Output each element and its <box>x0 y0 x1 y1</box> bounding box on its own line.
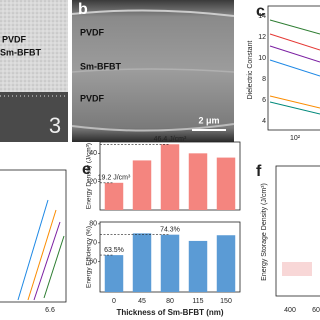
image-label: PVDF <box>80 93 105 103</box>
y-tick-label: 40 <box>89 150 97 157</box>
bar <box>132 160 152 210</box>
panel-b: b PVDF Sm-BFBT PVDF 2 μm <box>71 0 235 142</box>
y-tick-label: 70 <box>89 240 97 247</box>
value-label: 63.5% <box>104 247 124 254</box>
image-label: PVDF <box>80 27 105 37</box>
panel-letter: c <box>256 3 265 20</box>
scale-bar-label: 2 μm <box>198 115 219 125</box>
panel-a: PVDF Sm-BFBT 3 <box>0 0 68 142</box>
bar <box>160 234 180 292</box>
panel-f: f Energy Storage Density (J/cm³) 400 60 <box>256 163 320 314</box>
axis-title: Dielectric Constant <box>247 41 254 100</box>
y-tick-label: 6 <box>262 97 266 104</box>
x-tick-label: 10² <box>290 135 301 142</box>
axis-title: Energy Efficiency (%) <box>86 226 93 288</box>
axis-title: Energy Density (J/cm³) <box>86 143 93 209</box>
bar <box>216 157 236 210</box>
y-tick-label: 12 <box>258 34 266 41</box>
panel-letter: f <box>256 163 262 180</box>
image-label: Sm-BFBT <box>80 61 121 71</box>
image-label: Sm-BFBT <box>0 47 41 57</box>
panel-letter: e <box>82 161 91 178</box>
bar <box>188 153 208 210</box>
bar <box>104 255 124 292</box>
y-tick-label: 60 <box>89 259 97 266</box>
bar <box>216 235 236 292</box>
value-label: 74.3% <box>160 227 180 234</box>
y-tick-label: 80 <box>89 221 97 228</box>
bar <box>188 240 208 292</box>
x-tick-label: 6.6 <box>45 307 55 314</box>
panel-d: 6.6 <box>0 169 67 314</box>
x-tick-label: 45 <box>138 298 146 305</box>
value-label: 46.4 J/cm³ <box>154 136 187 143</box>
y-tick-label: 20 <box>89 179 97 186</box>
y-tick-label: 4 <box>262 118 266 125</box>
x-tick-label: 400 <box>284 307 296 314</box>
bar <box>104 182 124 210</box>
ruler-number: 3 <box>49 113 61 138</box>
ruler <box>0 92 68 142</box>
axis-title: Energy Storage Density (J/cm³) <box>261 183 268 281</box>
panel-e: e Energy Density (J/cm³)20 40 19.2 J/cm³ 46… <box>82 136 241 317</box>
y-tick-label: 14 <box>258 13 266 20</box>
y-tick-label: 8 <box>262 76 266 83</box>
x-tick-label: 60 <box>312 307 320 314</box>
value-label: 19.2 J/cm³ <box>98 175 131 182</box>
x-tick-label: 80 <box>166 298 174 305</box>
panel-c: c Dielectric Constant 10² <box>247 3 320 142</box>
bar <box>132 233 152 292</box>
x-tick-label: 0 <box>112 298 116 305</box>
bar <box>160 144 180 210</box>
x-tick-label: 150 <box>220 298 232 305</box>
panel-letter: b <box>78 1 88 18</box>
photo <box>0 0 68 92</box>
x-tick-label: 115 <box>192 298 203 305</box>
image-label: PVDF <box>2 34 27 44</box>
axis-title: Thickness of Sm-BFBT (nm) <box>116 308 223 317</box>
y-tick-label: 10 <box>258 55 266 62</box>
